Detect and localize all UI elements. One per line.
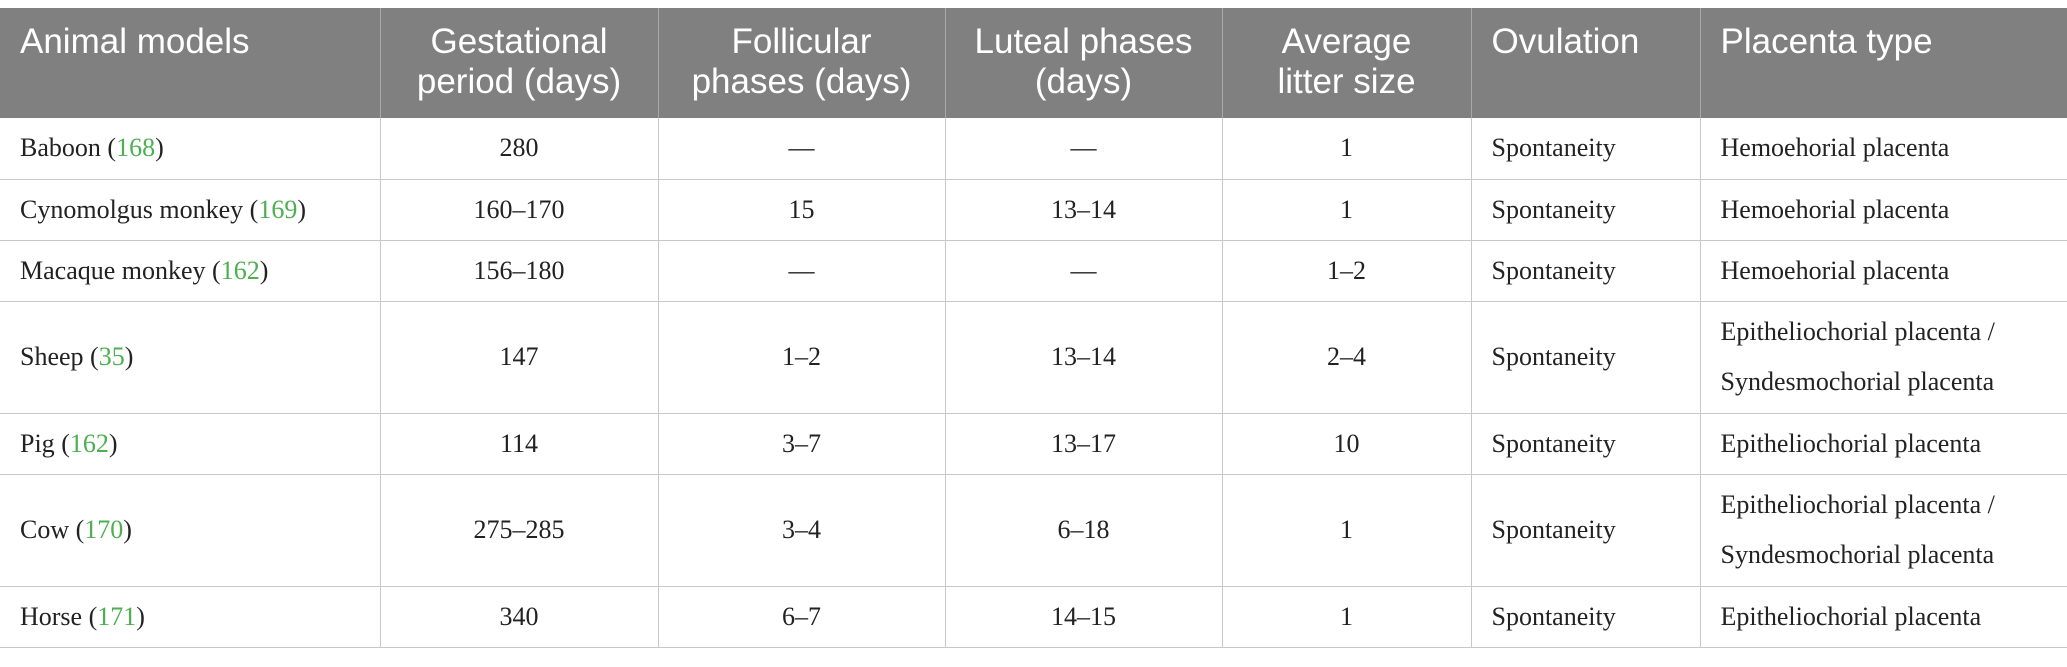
animal-name: Macaque monkey <box>20 255 206 285</box>
header-luteal-phases: Luteal phases (days) <box>944 8 1223 118</box>
follicular-cell: 1–2 <box>657 301 945 414</box>
table-row: Pig (162) 114 3–7 13–17 10 Spontaneity E… <box>0 413 2067 475</box>
animal-models-table: Animal models Gestational period (days) … <box>0 8 2067 648</box>
follicular-cell: 6–7 <box>657 586 945 648</box>
animal-cell: Baboon (168) <box>0 118 380 180</box>
animal-cell: Cynomolgus monkey (169) <box>0 179 380 241</box>
luteal-cell: 6–18 <box>944 474 1222 587</box>
reference-link[interactable]: 171 <box>97 601 137 631</box>
ovulation-cell: Spontaneity <box>1470 474 1700 587</box>
animal-cell: Macaque monkey (162) <box>0 240 380 302</box>
table-row: Sheep (35) 147 1–2 13–14 2–4 Spontaneity… <box>0 301 2067 414</box>
litter-size-cell: 1 <box>1221 586 1471 648</box>
header-gestational-period: Gestational period (days) <box>379 8 659 118</box>
luteal-cell: 13–14 <box>944 179 1222 241</box>
table-row: Horse (171) 340 6–7 14–15 1 Spontaneity … <box>0 586 2067 648</box>
animal-name: Pig <box>20 428 55 458</box>
placenta-cell: Epitheliochorial placenta / Syndesmochor… <box>1699 474 2067 587</box>
header-row: Animal models Gestational period (days) … <box>0 8 2067 118</box>
header-placenta-type: Placenta type <box>1699 8 2067 118</box>
gestation-cell: 156–180 <box>379 240 658 302</box>
placenta-cell: Hemoehorial placenta <box>1699 240 2067 302</box>
gestation-cell: 275–285 <box>379 474 658 587</box>
placenta-cell: Hemoehorial placenta <box>1699 118 2067 180</box>
placenta-cell: Epitheliochorial placenta / Syndesmochor… <box>1699 301 2067 414</box>
table-row: Macaque monkey (162) 156–180 — — 1–2 Spo… <box>0 240 2067 302</box>
comparison-table-container: Animal models Gestational period (days) … <box>0 8 2067 648</box>
animal-cell: Cow (170) <box>0 474 380 587</box>
header-ovulation: Ovulation <box>1470 8 1701 118</box>
table-row: Cow (170) 275–285 3–4 6–18 1 Spontaneity… <box>0 474 2067 587</box>
reference-link[interactable]: 169 <box>258 194 298 224</box>
gestation-cell: 147 <box>379 301 658 414</box>
animal-name: Baboon <box>20 133 101 163</box>
table-header: Animal models Gestational period (days) … <box>0 8 2067 118</box>
ovulation-cell: Spontaneity <box>1470 586 1700 648</box>
animal-cell: Pig (162) <box>0 413 380 475</box>
litter-size-cell: 1–2 <box>1221 240 1471 302</box>
ovulation-cell: Spontaneity <box>1470 413 1700 475</box>
animal-name: Cynomolgus monkey <box>20 194 244 224</box>
ovulation-cell: Spontaneity <box>1470 240 1700 302</box>
luteal-cell: 13–14 <box>944 301 1222 414</box>
luteal-cell: 14–15 <box>944 586 1222 648</box>
litter-size-cell: 10 <box>1221 413 1471 475</box>
animal-name: Cow <box>20 515 70 544</box>
table-row: Baboon (168) 280 — — 1 Spontaneity Hemoe… <box>0 118 2067 180</box>
follicular-cell: 3–4 <box>657 474 945 587</box>
litter-size-cell: 1 <box>1221 118 1471 180</box>
follicular-cell: 3–7 <box>657 413 945 475</box>
animal-cell: Sheep (35) <box>0 301 380 414</box>
ovulation-cell: Spontaneity <box>1470 301 1700 414</box>
placenta-cell: Epitheliochorial placenta <box>1699 586 2067 648</box>
gestation-cell: 160–170 <box>379 179 658 241</box>
placenta-cell: Epitheliochorial placenta <box>1699 413 2067 475</box>
luteal-cell: 13–17 <box>944 413 1222 475</box>
reference-link[interactable]: 168 <box>116 133 156 163</box>
table-body: Baboon (168) 280 — — 1 Spontaneity Hemoe… <box>0 118 2067 648</box>
gestation-cell: 114 <box>379 413 658 475</box>
luteal-cell: — <box>944 118 1222 180</box>
litter-size-cell: 1 <box>1221 474 1471 587</box>
follicular-cell: — <box>657 240 945 302</box>
table-row: Cynomolgus monkey (169) 160–170 15 13–14… <box>0 179 2067 241</box>
reference-link[interactable]: 162 <box>220 255 260 285</box>
reference-link[interactable]: 170 <box>84 515 124 544</box>
header-follicular-phases: Follicular phases (days) <box>657 8 946 118</box>
header-average-litter-size: Average litter size <box>1221 8 1472 118</box>
ovulation-cell: Spontaneity <box>1470 179 1700 241</box>
placenta-cell: Hemoehorial placenta <box>1699 179 2067 241</box>
luteal-cell: — <box>944 240 1222 302</box>
follicular-cell: — <box>657 118 945 180</box>
ovulation-cell: Spontaneity <box>1470 118 1700 180</box>
reference-link[interactable]: 35 <box>98 342 125 371</box>
header-animal-models: Animal models <box>0 8 381 118</box>
litter-size-cell: 1 <box>1221 179 1471 241</box>
animal-cell: Horse (171) <box>0 586 380 648</box>
animal-name: Horse <box>20 601 83 631</box>
reference-link[interactable]: 162 <box>69 428 109 458</box>
gestation-cell: 340 <box>379 586 658 648</box>
follicular-cell: 15 <box>657 179 945 241</box>
litter-size-cell: 2–4 <box>1221 301 1471 414</box>
gestation-cell: 280 <box>379 118 658 180</box>
animal-name: Sheep <box>20 342 84 371</box>
